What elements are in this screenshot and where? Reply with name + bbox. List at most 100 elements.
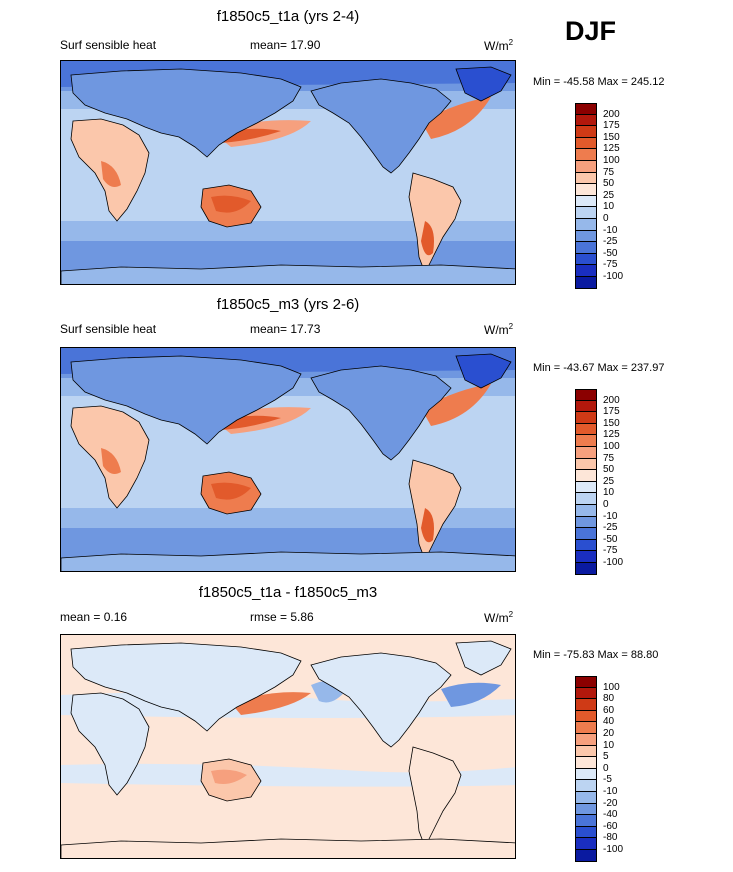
colorbar-label: 40 <box>603 716 615 728</box>
colorbar-label: 5 <box>603 751 609 763</box>
colorbar-box <box>575 265 597 277</box>
colorbar-box <box>575 850 597 862</box>
colorbar-label: -60 <box>603 820 618 832</box>
colorbar-box <box>575 207 597 219</box>
panel-2-map-svg <box>61 348 515 571</box>
colorbar-label: -25 <box>603 522 618 534</box>
colorbar-label: -100 <box>603 271 624 282</box>
colorbar-label: 100 <box>603 441 620 452</box>
panel-2-min-max: Min = -43.67 Max = 237.97 <box>533 362 665 374</box>
colorbar-label: 175 <box>603 406 620 418</box>
colorbar-label: 0 <box>603 762 609 774</box>
colorbar-box <box>575 277 597 289</box>
colorbar-label: 10 <box>603 487 615 499</box>
colorbar-label: 75 <box>603 452 615 464</box>
colorbar-label: 200 <box>603 394 620 406</box>
colorbar-box <box>575 551 597 563</box>
colorbar-box <box>575 757 597 769</box>
colorbar-box <box>575 184 597 196</box>
colorbar-label: 100 <box>603 155 620 166</box>
panel-2-title: f1850c5_m3 (yrs 2-6) <box>216 296 360 313</box>
colorbar-label: -80 <box>603 832 618 844</box>
colorbar-label: 50 <box>603 464 615 476</box>
panel-2-variable-label: Surf sensible heat <box>60 322 157 336</box>
colorbar-box <box>575 435 597 447</box>
colorbar-box <box>575 792 597 804</box>
colorbar-label: -75 <box>603 259 618 271</box>
panel-3-mean-label: mean = 0.16 <box>60 610 128 624</box>
colorbar-label: 60 <box>603 704 615 716</box>
colorbar-label: -25 <box>603 236 618 248</box>
colorbar-box <box>575 815 597 827</box>
colorbar-box <box>575 493 597 505</box>
panel-3-units: W/m2 <box>484 610 514 625</box>
colorbar-label: 75 <box>603 166 615 178</box>
colorbar-box <box>575 539 597 552</box>
colorbar-label: -40 <box>603 809 618 821</box>
colorbar-box <box>575 149 597 161</box>
colorbar-box <box>575 114 597 127</box>
colorbar-label: 10 <box>603 201 615 213</box>
colorbar-label: 0 <box>603 499 609 510</box>
colorbar-box <box>575 400 597 413</box>
panel-1-map-svg <box>61 61 515 284</box>
panel-2-units: W/m2 <box>484 322 514 337</box>
colorbar-box <box>575 826 597 839</box>
colorbar-label: 125 <box>603 429 620 441</box>
panel-1-variable-label: Surf sensible heat <box>60 38 157 52</box>
panel-1-title: f1850c5_t1a (yrs 2-4) <box>216 8 360 25</box>
colorbar-box <box>575 505 597 517</box>
colorbar-box <box>575 734 597 746</box>
colorbar-label: -10 <box>603 510 618 522</box>
colorbar-label: 200 <box>603 108 620 120</box>
colorbar-label: 0 <box>603 213 609 224</box>
panel-3-map-svg <box>61 635 515 858</box>
colorbar-label: 125 <box>603 143 620 155</box>
colorbar-box <box>575 126 597 138</box>
panel-2-map <box>60 347 516 572</box>
colorbar-box <box>575 838 597 850</box>
colorbar-label: -20 <box>603 797 618 809</box>
colorbar-label: 50 <box>603 178 615 190</box>
colorbar-box <box>575 137 597 150</box>
panel-1-units: W/m2 <box>484 38 514 53</box>
colorbar-box <box>575 458 597 471</box>
colorbar-label: 25 <box>603 475 615 487</box>
colorbar-box <box>575 745 597 758</box>
colorbar-box <box>575 780 597 792</box>
colorbar-box <box>575 470 597 482</box>
panel-2-mean-label: mean= 17.73 <box>250 322 321 336</box>
colorbar-box <box>575 528 597 540</box>
panel-3-map <box>60 634 516 859</box>
colorbar-label: -100 <box>603 844 624 855</box>
colorbar-box <box>575 803 597 816</box>
colorbar-box <box>575 699 597 711</box>
colorbar-label: -75 <box>603 545 618 557</box>
colorbar-label: -100 <box>603 557 624 568</box>
colorbar-box <box>575 710 597 723</box>
colorbar-box <box>575 768 597 781</box>
colorbar-box <box>575 516 597 529</box>
colorbar-box <box>575 687 597 700</box>
colorbar-box <box>575 389 597 401</box>
panel-3-min-max: Min = -75.83 Max = 88.80 <box>533 649 659 661</box>
colorbar-label: 150 <box>603 131 620 143</box>
colorbar-label: 10 <box>603 739 615 751</box>
colorbar-label: 20 <box>603 728 615 739</box>
colorbar-box <box>575 103 597 115</box>
colorbar-box <box>575 230 597 243</box>
colorbar-box <box>575 412 597 424</box>
panel-3-rmse-label: rmse = 5.86 <box>250 610 314 624</box>
colorbar-label: 25 <box>603 189 615 201</box>
colorbar-label: -10 <box>603 224 618 236</box>
panel-1-min-max: Min = -45.58 Max = 245.12 <box>533 76 665 88</box>
colorbar-box <box>575 481 597 494</box>
colorbar-box <box>575 563 597 575</box>
colorbar-box <box>575 242 597 254</box>
season-label: DJF <box>565 16 617 46</box>
colorbar-label: 80 <box>603 693 615 705</box>
colorbar-label: -50 <box>603 247 618 259</box>
panel-1-map <box>60 60 516 285</box>
colorbar-box <box>575 172 597 185</box>
colorbar-box <box>575 253 597 266</box>
